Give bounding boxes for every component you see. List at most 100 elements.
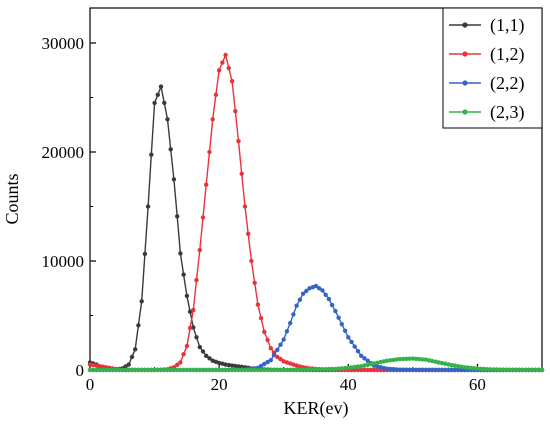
data-point [194, 335, 199, 340]
data-point [262, 329, 267, 335]
data-point [346, 365, 351, 370]
data-point [175, 214, 180, 219]
data-point [126, 367, 131, 373]
data-point [184, 367, 190, 373]
legend-item: (1,1) [449, 15, 525, 36]
y-tick-label: 30000 [42, 34, 85, 53]
data-point [242, 367, 248, 373]
data-point [191, 307, 196, 313]
data-point [352, 364, 357, 370]
data-point [491, 367, 496, 372]
data-point [204, 182, 209, 187]
data-point [262, 361, 267, 367]
data-point [168, 147, 173, 152]
legend-label: (1,1) [490, 15, 525, 36]
data-point [255, 367, 261, 373]
data-point [304, 367, 309, 372]
data-point [100, 367, 106, 373]
data-point [520, 367, 525, 373]
series-layer [87, 52, 545, 373]
data-point [142, 367, 148, 373]
data-point [207, 149, 212, 155]
data-point [291, 367, 296, 372]
legend-item: (1,2) [449, 44, 525, 65]
data-point [349, 339, 354, 345]
data-point [271, 352, 277, 358]
data-point [242, 204, 248, 209]
data-point [349, 365, 354, 370]
data-point [184, 343, 190, 349]
data-point [187, 367, 193, 373]
data-point [523, 367, 529, 373]
data-point [288, 367, 293, 373]
data-point [339, 366, 344, 371]
data-point [223, 52, 228, 58]
data-point [178, 360, 183, 365]
data-point [171, 367, 177, 373]
data-point [397, 367, 403, 372]
data-point [236, 138, 241, 144]
data-point [216, 360, 222, 366]
data-point [200, 367, 206, 373]
data-point [404, 367, 409, 372]
data-point [342, 365, 348, 371]
x-axis-title: KER(ev) [284, 398, 349, 419]
data-point [223, 367, 228, 373]
data-point [197, 367, 202, 373]
data-point [116, 367, 122, 373]
data-point [410, 367, 416, 373]
data-point [533, 367, 538, 373]
y-tick-label: 20000 [42, 143, 85, 162]
data-point [310, 367, 315, 372]
x-tick-label: 20 [211, 375, 228, 394]
data-point [265, 359, 270, 365]
data-point [426, 367, 432, 373]
data-point [152, 367, 157, 373]
data-point [220, 367, 225, 373]
data-point [472, 366, 477, 371]
data-point [175, 367, 180, 373]
data-point [481, 366, 487, 372]
data-point [194, 367, 199, 373]
data-point [268, 367, 273, 373]
data-point [265, 367, 270, 373]
data-point [362, 363, 367, 368]
data-point [336, 315, 341, 320]
data-point [194, 277, 199, 283]
data-point [294, 367, 299, 372]
data-point [304, 288, 309, 294]
data-point [326, 296, 332, 302]
data-point [94, 367, 99, 373]
data-point [397, 356, 403, 362]
data-point [278, 342, 283, 347]
series-line [90, 285, 542, 371]
data-point [120, 367, 125, 373]
legend-swatch-marker [462, 51, 468, 57]
series-4 [87, 356, 545, 373]
data-point [510, 367, 516, 372]
data-point [507, 367, 512, 372]
data-point [258, 367, 264, 373]
data-point [468, 365, 474, 371]
data-point [178, 367, 183, 373]
data-point [291, 312, 296, 317]
data-point [420, 367, 425, 373]
data-point [142, 251, 148, 257]
data-point [246, 367, 251, 373]
data-point [210, 117, 215, 122]
data-point [275, 347, 280, 352]
data-point [317, 367, 322, 372]
data-point [175, 362, 180, 367]
data-point [439, 367, 445, 373]
data-point [420, 357, 425, 362]
data-point [336, 366, 341, 371]
data-point [91, 362, 96, 368]
data-point [258, 316, 264, 321]
data-point [126, 362, 131, 367]
data-point [294, 303, 299, 308]
data-point [297, 297, 303, 302]
data-point [371, 367, 377, 373]
data-point [497, 367, 503, 372]
data-point [155, 367, 160, 373]
